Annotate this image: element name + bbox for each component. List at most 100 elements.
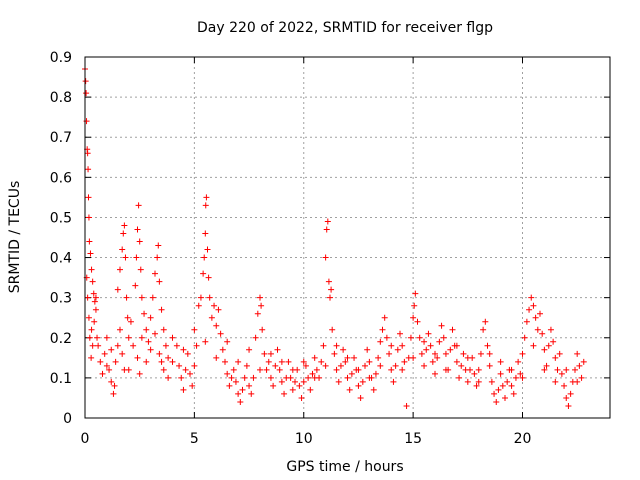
y-tick-label: 0.4: [50, 251, 72, 267]
data-point: [165, 354, 172, 361]
data-point: [410, 354, 417, 361]
data-point: [543, 362, 550, 369]
data-point: [97, 358, 104, 365]
axis-ticks: [84, 56, 610, 419]
data-point: [278, 378, 285, 385]
data-point: [213, 322, 220, 329]
data-point: [388, 342, 395, 349]
data-point: [337, 362, 344, 369]
data-point: [169, 358, 176, 365]
y-tick-label: 0.9: [50, 50, 72, 66]
data-point: [464, 354, 471, 361]
data-point: [147, 314, 154, 321]
data-point: [138, 334, 145, 341]
data-point: [578, 374, 585, 381]
data-point: [141, 310, 148, 317]
data-point: [248, 390, 255, 397]
data-point: [222, 358, 228, 365]
data-point: [429, 358, 436, 365]
data-point: [532, 314, 539, 321]
data-point: [497, 370, 504, 377]
data-point: [89, 278, 96, 285]
data-point: [91, 318, 98, 325]
data-point: [213, 354, 220, 361]
data-point: [411, 302, 418, 309]
data-point: [333, 342, 340, 349]
data-point: [108, 346, 115, 353]
data-point: [359, 378, 366, 385]
data-point: [272, 362, 279, 369]
data-point: [508, 366, 515, 373]
data-point: [510, 390, 517, 397]
data-point: [206, 294, 213, 301]
data-point: [191, 326, 198, 333]
data-point: [554, 366, 561, 373]
data-point: [390, 378, 397, 385]
data-point: [407, 334, 414, 341]
data-point: [191, 362, 198, 369]
y-tick-label: 0.3: [50, 291, 72, 307]
data-point: [410, 314, 417, 321]
data-point: [563, 394, 570, 401]
data-point: [302, 362, 309, 369]
data-point: [574, 350, 581, 357]
data-point: [165, 374, 172, 381]
data-point: [219, 346, 226, 353]
data-point: [432, 350, 438, 357]
data-point: [180, 386, 187, 393]
data-point: [528, 294, 535, 301]
data-point: [530, 302, 537, 309]
data-point: [123, 294, 130, 301]
data-point: [550, 338, 557, 345]
data-point: [333, 366, 340, 373]
data-point: [173, 342, 180, 349]
data-point: [348, 370, 355, 377]
data-point: [370, 386, 377, 393]
data-point: [486, 362, 493, 369]
data-point: [475, 366, 482, 373]
data-point: [187, 370, 193, 377]
data-point: [189, 382, 196, 389]
data-point: [355, 382, 362, 389]
data-point: [335, 378, 342, 385]
data-point: [394, 346, 401, 353]
data-point: [193, 342, 200, 349]
data-point: [156, 278, 163, 285]
data-point: [95, 342, 102, 349]
data-point: [147, 346, 154, 353]
data-point: [136, 370, 143, 377]
data-point: [285, 358, 292, 365]
data-point: [103, 362, 110, 369]
y-tick-label: 0.6: [50, 170, 72, 186]
data-point: [224, 370, 231, 377]
data-point: [83, 118, 90, 125]
data-point: [88, 354, 95, 361]
data-point: [305, 374, 312, 381]
y-tick-labels: 0 0.1 0.2 0.3 0.4 0.5 0.6 0.7 0.8 0.9: [50, 50, 72, 427]
data-point: [418, 350, 425, 357]
y-tick-label: 0.2: [50, 331, 72, 347]
data-point: [252, 334, 259, 341]
x-tick-label: 5: [190, 431, 199, 447]
data-point: [328, 286, 335, 293]
data-point: [351, 354, 358, 361]
data-point: [502, 394, 508, 401]
data-point: [456, 374, 463, 381]
data-point: [215, 306, 222, 313]
data-point: [111, 382, 118, 389]
data-point: [556, 350, 563, 357]
data-point: [517, 370, 524, 377]
data-point: [241, 374, 248, 381]
data-point: [101, 350, 108, 357]
data-point: [447, 346, 454, 353]
data-point: [464, 378, 471, 385]
data-point: [537, 310, 543, 317]
data-point: [120, 230, 127, 237]
x-tick-label: 20: [514, 431, 532, 447]
data-point: [309, 370, 316, 377]
data-point: [94, 334, 101, 341]
data-point: [442, 350, 449, 357]
data-point: [274, 346, 281, 353]
data-point: [160, 326, 167, 333]
